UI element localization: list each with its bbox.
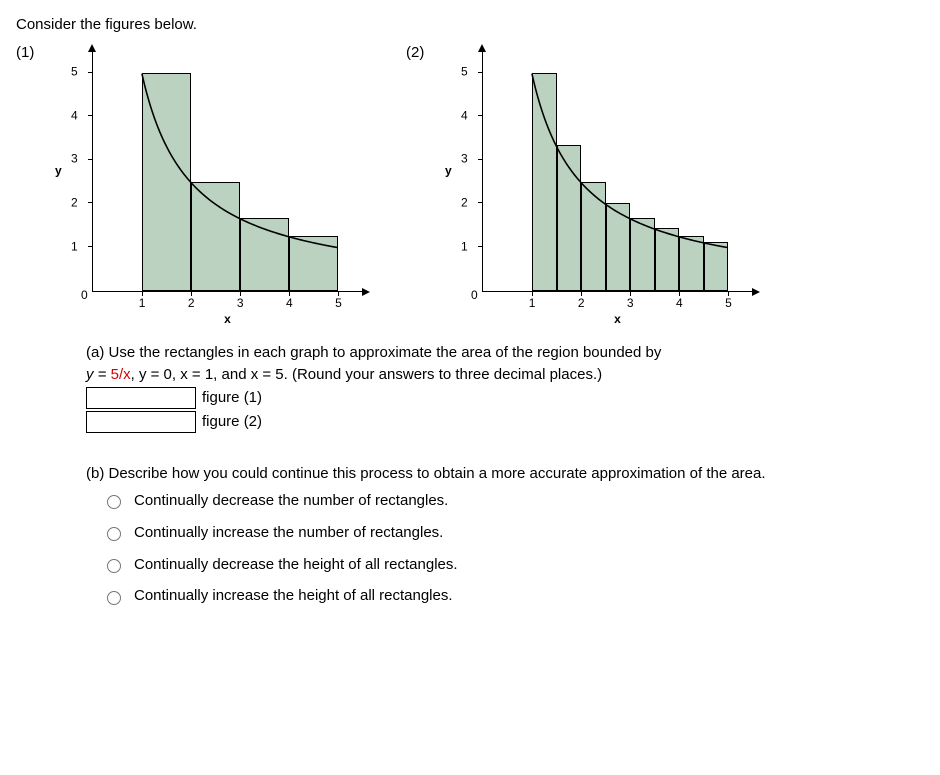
x-tick-label: 1 [139, 295, 146, 312]
bar [191, 182, 240, 291]
eqn-prefix: y = [86, 366, 111, 383]
answer-label-1: figure (1) [202, 387, 262, 409]
figure-2: (2) 12345123450xy [406, 42, 766, 322]
y-tick-label: 5 [461, 64, 468, 81]
y-tick-label: 1 [71, 238, 78, 255]
x-tick-label: 5 [725, 295, 732, 312]
option-radio[interactable] [107, 559, 121, 573]
option-row[interactable]: Continually increase the number of recta… [86, 517, 924, 549]
option-label: Continually increase the number of recta… [134, 522, 443, 544]
x-tick-label: 2 [188, 295, 195, 312]
figure-2-label: (2) [406, 42, 436, 64]
x-tick-label: 4 [286, 295, 293, 312]
bar [655, 228, 680, 290]
origin-label: 0 [81, 287, 88, 304]
part-a-prompt-1: (a) Use the rectangles in each graph to … [86, 342, 924, 364]
option-row[interactable]: Continually decrease the number of recta… [86, 485, 924, 517]
bar [606, 203, 631, 290]
x-tick-label: 2 [578, 295, 585, 312]
intro-text: Consider the figures below. [16, 14, 924, 36]
y-tick-label: 2 [461, 195, 468, 212]
part-a-equation: y = 5/x, y = 0, x = 1, and x = 5. (Round… [86, 364, 924, 386]
x-tick-label: 4 [676, 295, 683, 312]
bar [679, 236, 704, 291]
answer-row-1: figure (1) [86, 387, 924, 409]
bar [557, 145, 582, 290]
chart-1: 12345123450xy [46, 42, 376, 322]
eqn-colored: 5/x [111, 366, 131, 383]
y-axis-title: y [445, 163, 452, 180]
option-label: Continually increase the height of all r… [134, 585, 453, 607]
answer-input-1[interactable] [86, 387, 196, 409]
answer-label-2: figure (2) [202, 411, 262, 433]
x-axis-title: x [224, 311, 231, 328]
y-tick-label: 4 [71, 108, 78, 125]
figure-1: (1) 12345123450xy [16, 42, 376, 322]
y-tick-label: 3 [461, 151, 468, 168]
bar [704, 242, 729, 290]
bar [581, 182, 606, 291]
y-tick-label: 2 [71, 195, 78, 212]
figure-1-label: (1) [16, 42, 46, 64]
option-row[interactable]: Continually increase the height of all r… [86, 580, 924, 612]
y-tick-label: 3 [71, 151, 78, 168]
x-tick-label: 3 [237, 295, 244, 312]
x-tick-label: 1 [529, 295, 536, 312]
answer-row-2: figure (2) [86, 411, 924, 433]
chart-2: 12345123450xy [436, 42, 766, 322]
bar [630, 218, 655, 291]
part-b-prompt: (b) Describe how you could continue this… [86, 463, 924, 485]
option-row[interactable]: Continually decrease the height of all r… [86, 549, 924, 581]
x-axis-title: x [614, 311, 621, 328]
part-b: (b) Describe how you could continue this… [86, 463, 924, 612]
y-tick-label: 4 [461, 108, 468, 125]
y-tick-label: 1 [461, 238, 468, 255]
bar [532, 73, 557, 291]
figures-row: (1) 12345123450xy (2) 12345123450xy [16, 42, 924, 322]
origin-label: 0 [471, 287, 478, 304]
y-axis-title: y [55, 163, 62, 180]
x-tick-label: 5 [335, 295, 342, 312]
option-label: Continually decrease the number of recta… [134, 490, 448, 512]
eqn-rest: , y = 0, x = 1, and x = 5. (Round your a… [131, 366, 603, 383]
bar [142, 73, 191, 291]
option-radio[interactable] [107, 591, 121, 605]
x-tick-label: 3 [627, 295, 634, 312]
bar [289, 236, 338, 291]
question-body: (a) Use the rectangles in each graph to … [16, 342, 924, 612]
option-radio[interactable] [107, 495, 121, 509]
bar [240, 218, 289, 291]
option-radio[interactable] [107, 527, 121, 541]
option-label: Continually decrease the height of all r… [134, 554, 458, 576]
answer-input-2[interactable] [86, 411, 196, 433]
y-tick-label: 5 [71, 64, 78, 81]
